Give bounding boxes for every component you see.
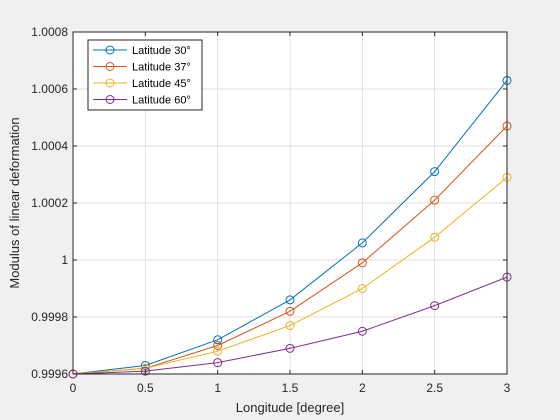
- data-point: [140, 366, 150, 376]
- data-point: [285, 295, 295, 305]
- data-point: [285, 343, 295, 353]
- x-tick-label: 0: [70, 381, 77, 395]
- series-line-1: [72, 80, 508, 375]
- data-point: [140, 360, 150, 370]
- data-point: [285, 321, 295, 331]
- data-point: [213, 358, 223, 368]
- x-tick-label: 2: [359, 381, 366, 395]
- legend-swatch-marker: [105, 78, 115, 88]
- x-tick-label: 0.5: [137, 381, 154, 395]
- series-line-3: [72, 176, 508, 375]
- y-tick-label: 1: [61, 253, 68, 267]
- legend-swatch-marker: [105, 95, 115, 104]
- y-tick-label: 1.0004: [31, 139, 68, 153]
- data-point: [430, 195, 440, 205]
- x-tick-label: 2.5: [426, 381, 443, 395]
- legend-label: Latitude 30°: [132, 45, 191, 57]
- data-point: [430, 301, 440, 311]
- y-tick-label: 1.0008: [31, 25, 68, 39]
- data-point: [357, 258, 367, 268]
- data-point: [213, 341, 223, 350]
- legend-swatch-marker: [105, 45, 115, 55]
- data-point: [357, 284, 367, 293]
- y-axis-label: Modulus of linear deformation: [7, 117, 22, 288]
- legend-label: Latitude 37°: [132, 62, 191, 74]
- data-point: [357, 238, 367, 248]
- legend-label: Latitude 45°: [132, 78, 191, 90]
- data-point: [213, 346, 223, 356]
- y-tick-label: 1.0006: [31, 82, 68, 96]
- x-tick-label: 1.5: [282, 381, 299, 395]
- legend-box: [87, 39, 203, 111]
- x-tick-label: 3: [504, 381, 511, 395]
- x-tick-label: 1: [214, 381, 221, 395]
- data-point: [213, 335, 223, 345]
- x-axis-label: Longitude [degree]: [236, 400, 344, 415]
- legend-swatch-marker: [105, 62, 115, 71]
- y-tick-label: 1.0002: [31, 196, 68, 210]
- data-point: [357, 326, 367, 336]
- data-point: [430, 232, 440, 242]
- legend-label: Latitude 60°: [132, 95, 191, 107]
- y-tick-label: 0.9996: [31, 367, 68, 381]
- data-point: [285, 306, 295, 316]
- y-tick-label: 0.9998: [31, 310, 68, 324]
- data-point: [430, 167, 440, 177]
